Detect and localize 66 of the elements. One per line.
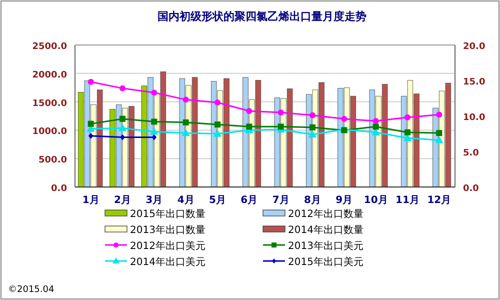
x-tick-label: 8月 — [304, 195, 321, 206]
y2-tick-label: 5.0 — [463, 148, 479, 158]
point — [214, 100, 220, 106]
y-tick-label: 1000.0 — [32, 127, 67, 138]
y2-tick-label: 10.0 — [463, 113, 486, 123]
point — [310, 112, 316, 118]
legend-label: 2014年出口美元 — [130, 256, 206, 268]
point — [341, 116, 348, 122]
legend-label: 2014年出口数量 — [288, 224, 364, 236]
y-tick-label: 1500.0 — [32, 98, 67, 109]
y-tick-label: 2000.0 — [32, 70, 67, 80]
x-tick-label: 7月 — [272, 195, 290, 206]
legend-label: 2015年出口美元 — [288, 256, 364, 268]
y2-tick-label: 15.0 — [463, 78, 486, 88]
point — [120, 85, 126, 92]
point — [278, 124, 284, 130]
x-tick-label: 6月 — [240, 195, 258, 206]
point — [436, 130, 442, 136]
x-tick-label: 11月 — [396, 195, 420, 206]
point — [404, 134, 412, 142]
y-tick-label: 2500.0 — [32, 42, 67, 52]
point — [310, 124, 316, 130]
point — [151, 118, 158, 125]
x-tick-label: 10月 — [364, 195, 388, 206]
point — [182, 96, 189, 103]
point — [436, 112, 442, 118]
point — [214, 130, 222, 137]
y2-tick-label: 20.0 — [463, 42, 486, 52]
point — [246, 108, 252, 114]
x-tick-label: 9月 — [336, 195, 353, 206]
point — [88, 120, 94, 127]
x-tick-label: 5月 — [209, 195, 226, 206]
point — [246, 124, 252, 130]
point — [118, 124, 126, 132]
point — [88, 78, 94, 85]
x-tick-label: 2月 — [114, 195, 131, 206]
point — [404, 129, 410, 136]
point — [404, 114, 410, 120]
x-tick-label: 4月 — [177, 195, 194, 206]
point — [372, 124, 379, 130]
point — [182, 119, 189, 126]
legend-label: 2012年出口数量 — [288, 208, 364, 220]
text: ©2015.04 — [8, 285, 54, 295]
point — [151, 90, 158, 96]
y-tick-label: 0.0 — [51, 184, 67, 194]
legend-label: 2012年出口美元 — [130, 240, 206, 252]
legend-label: 2013年出口美元 — [288, 240, 364, 252]
x-tick-label: 3月 — [146, 195, 163, 206]
chart-title: 国内初级形状的聚四氯乙烯出口量月度走势 — [158, 10, 366, 23]
legend-label: 2015年出口数量 — [130, 208, 206, 220]
point — [150, 128, 158, 135]
legend-label: 2013年出口数量 — [130, 224, 206, 236]
point — [278, 109, 284, 116]
y2-tick-label: 0.0 — [463, 184, 479, 194]
point — [308, 130, 316, 138]
x-tick-label: 1月 — [82, 195, 100, 206]
point — [435, 136, 444, 144]
point — [120, 116, 126, 122]
point — [214, 122, 220, 128]
point — [372, 118, 379, 124]
y-tick-label: 500.0 — [38, 156, 67, 166]
point — [120, 134, 125, 140]
point — [88, 132, 94, 139]
point — [182, 129, 190, 136]
point — [152, 134, 157, 140]
x-tick-label: 12月 — [427, 195, 452, 206]
